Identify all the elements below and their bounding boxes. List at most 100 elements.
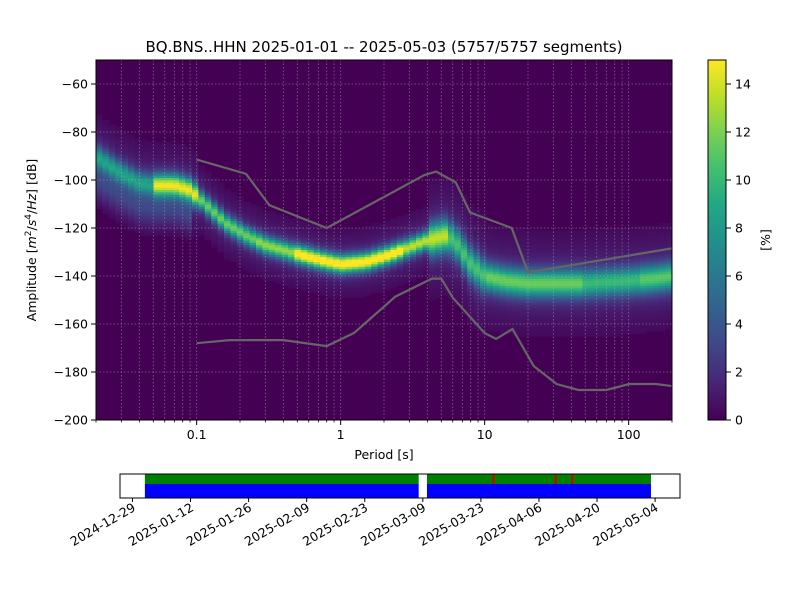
heatmap-cell <box>518 244 526 248</box>
heatmap-cell <box>563 290 570 294</box>
heatmap-cell <box>166 232 174 236</box>
heatmap-cell <box>339 261 346 265</box>
heatmap-cell <box>428 295 436 298</box>
heatmap-cell <box>524 319 532 322</box>
heatmap-cell <box>416 273 423 277</box>
heatmap-cell <box>608 312 615 315</box>
heatmap-cell <box>633 235 641 238</box>
heatmap-cell <box>640 240 647 243</box>
heatmap-cell <box>588 319 596 322</box>
heatmap-cell <box>454 252 462 255</box>
heatmap-cell <box>499 252 506 255</box>
heatmap-cell <box>358 276 366 279</box>
heatmap-cell <box>268 266 276 270</box>
heatmap-cell <box>371 232 378 236</box>
heatmap-cell <box>460 292 468 296</box>
heatmap-cell <box>300 252 308 255</box>
heatmap-cell <box>160 208 167 212</box>
heatmap-cell <box>569 302 577 306</box>
timeline-date-axis: 2024-12-292025-01-122025-01-262025-02-09… <box>68 498 661 549</box>
heatmap-cell <box>153 172 161 176</box>
heatmap-cell <box>300 278 308 282</box>
heatmap-cell <box>608 283 615 286</box>
heatmap-cell <box>550 237 558 241</box>
heatmap-cell <box>620 232 628 236</box>
heatmap-cell <box>313 280 321 284</box>
heatmap-cell <box>435 268 442 272</box>
heatmap-cell <box>576 232 583 236</box>
heatmap-cell <box>467 218 474 222</box>
heatmap-cell <box>576 247 583 250</box>
heatmap-cell <box>627 235 634 238</box>
heatmap-cell <box>486 228 494 231</box>
heatmap-cell <box>140 163 148 166</box>
heatmap-cell <box>384 230 391 234</box>
heatmap-cell <box>192 177 199 181</box>
heatmap-cell <box>211 177 218 181</box>
heatmap-cell <box>620 319 628 322</box>
heatmap-cell <box>377 280 385 284</box>
heatmap-cell <box>275 240 282 243</box>
heatmap-cell <box>601 268 609 272</box>
heatmap-cell <box>646 261 654 265</box>
heatmap-cell <box>140 204 148 207</box>
heatmap-cell <box>454 268 462 272</box>
heatmap-cell <box>499 326 506 330</box>
chart-title: BQ.BNS..HHN 2025-01-01 -- 2025-05-03 (57… <box>146 38 623 56</box>
heatmap-cell <box>563 288 570 291</box>
heatmap-cell <box>428 182 436 186</box>
heatmap-cell <box>435 271 442 274</box>
heatmap-cell <box>640 276 647 279</box>
heatmap-cell <box>563 261 570 265</box>
heatmap-cell <box>409 211 417 214</box>
heatmap-cell <box>121 134 129 138</box>
heatmap-cell <box>569 280 577 284</box>
heatmap-cell <box>313 235 321 238</box>
heatmap-cell <box>659 312 666 315</box>
heatmap-cell <box>198 201 206 205</box>
heatmap-cell <box>563 276 570 279</box>
heatmap-cell <box>614 300 622 303</box>
heatmap-cell <box>96 127 103 130</box>
heatmap-cell <box>659 297 666 301</box>
heatmap-cell <box>467 302 474 306</box>
heatmap-cell <box>249 266 257 270</box>
heatmap-cell <box>211 228 218 231</box>
heatmap-cell <box>518 319 526 322</box>
heatmap-cell <box>512 240 519 243</box>
heatmap-cell <box>537 324 545 327</box>
heatmap-cell <box>460 206 468 210</box>
heatmap-cell <box>665 290 672 294</box>
heatmap-cell <box>595 309 602 313</box>
heatmap-cell <box>403 213 410 217</box>
heatmap-cell <box>166 201 174 205</box>
heatmap-cell <box>473 235 481 238</box>
heatmap-cell <box>460 304 468 308</box>
heatmap-cell <box>467 264 474 267</box>
heatmap-cell <box>633 249 641 253</box>
colorbar-tick-label: 4 <box>735 317 743 332</box>
heatmap-cell <box>550 235 558 238</box>
heatmap-cell <box>128 204 135 207</box>
heatmap-cell <box>352 247 359 250</box>
heatmap-cell <box>172 153 180 157</box>
heatmap-cell <box>128 146 135 150</box>
heatmap-cell <box>441 189 449 193</box>
heatmap-cell <box>652 278 660 282</box>
heatmap-cell <box>300 220 308 224</box>
heatmap-cell <box>448 216 455 219</box>
heatmap-cell <box>224 247 231 250</box>
heatmap-cell <box>140 201 148 205</box>
heatmap-cell <box>192 153 199 157</box>
heatmap-cell <box>409 232 417 236</box>
heatmap-cell <box>153 175 161 178</box>
heatmap-cell <box>102 158 110 162</box>
heatmap-cell <box>275 276 282 279</box>
heatmap-cell <box>236 232 244 236</box>
heatmap-cell <box>435 196 442 200</box>
heatmap-cell <box>576 252 583 255</box>
heatmap-cell <box>524 292 532 296</box>
heatmap-cell <box>473 218 481 222</box>
heatmap-cell <box>204 225 212 229</box>
heatmap-cell <box>371 228 378 231</box>
